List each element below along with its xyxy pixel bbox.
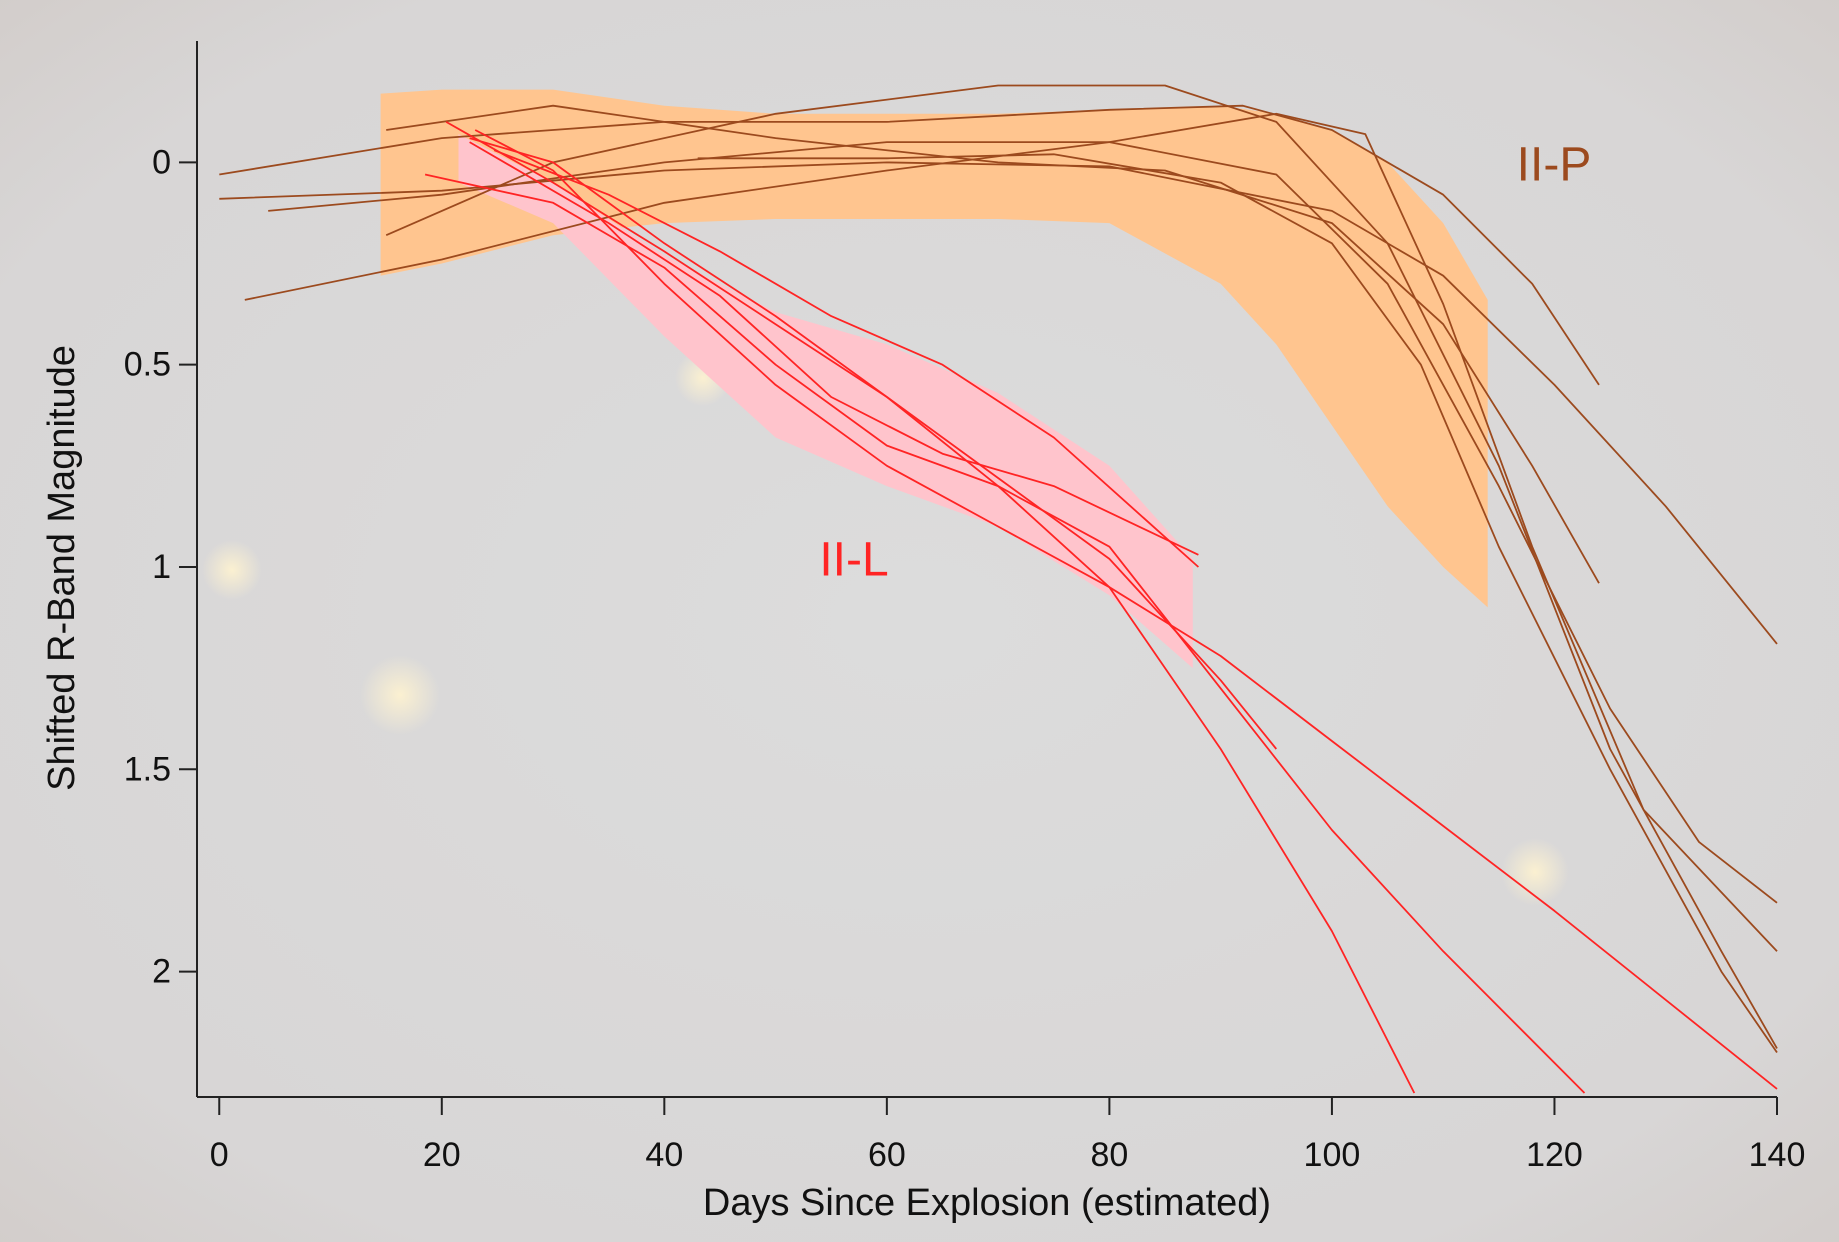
background-glow [360, 655, 440, 735]
x-tick-label: 0 [210, 1136, 229, 1174]
y-tick-label: 0.5 [124, 346, 171, 384]
y-tick-label: 2 [152, 953, 171, 991]
x-axis-title: Days Since Explosion (estimated) [703, 1182, 1271, 1224]
x-tick-label: 140 [1749, 1136, 1806, 1174]
x-tick-label: 80 [1090, 1136, 1128, 1174]
x-tick-label: 20 [423, 1136, 461, 1174]
x-tick-label: 40 [645, 1136, 683, 1174]
x-tick-label: 120 [1526, 1136, 1583, 1174]
y-tick-label: 0 [152, 143, 171, 181]
chart: 00.511.52020406080100120140II-PII-L Days… [0, 0, 1839, 1242]
y-tick-label: 1 [152, 548, 171, 586]
annotation: II-L [819, 534, 888, 587]
x-tick-label: 60 [868, 1136, 906, 1174]
x-tick-label: 100 [1304, 1136, 1361, 1174]
y-axis-title: Shifted R-Band Magnitude [41, 345, 83, 791]
y-tick-label: 1.5 [124, 750, 171, 788]
background-glow [202, 540, 262, 600]
annotation: II-P [1517, 139, 1592, 192]
